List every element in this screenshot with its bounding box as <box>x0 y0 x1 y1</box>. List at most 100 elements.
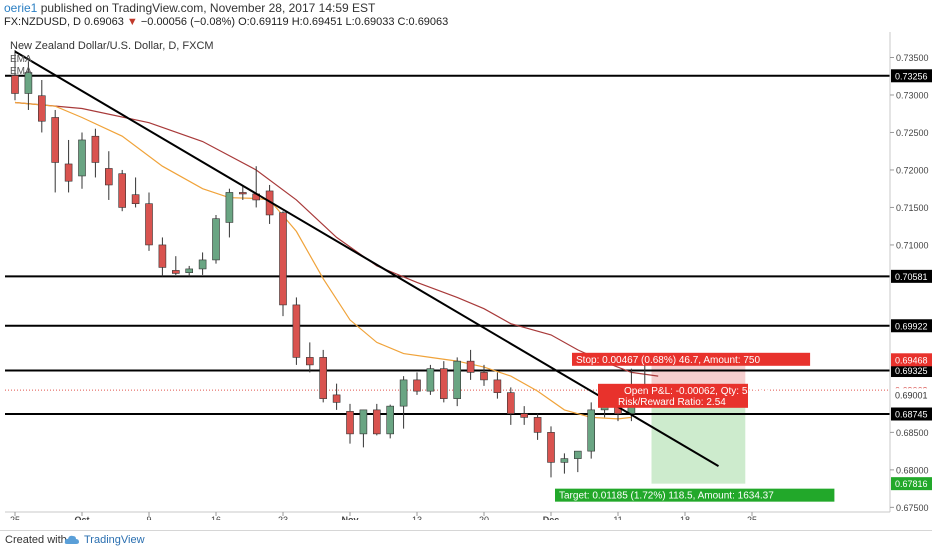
ohlc-values: O:0.69119 H:0.69451 L:0.69033 C:0.69063 <box>238 16 449 28</box>
target-label-text: Target: 0.01185 (1.72%) 118.5, Amount: 1… <box>559 491 774 502</box>
publish-info: oerie1 published on TradingView.com, Nov… <box>4 1 375 15</box>
y-tick-label: 0.68500 <box>896 428 929 438</box>
x-tick-label: 16 <box>211 515 221 520</box>
candle-body <box>560 458 569 463</box>
x-tick-label: Dec <box>543 515 560 520</box>
candle-body <box>172 270 180 274</box>
candle <box>239 184 247 200</box>
price-chart[interactable]: Stop: 0.00467 (0.68%) 46.7, Amount: 750 T… <box>0 32 932 520</box>
candle <box>493 372 502 399</box>
y-tick-label: 0.72500 <box>896 128 929 138</box>
candle <box>198 252 207 275</box>
author-link[interactable]: oerie1 <box>4 1 38 15</box>
legend-ema-slow: EMA <box>10 66 32 77</box>
candle-body <box>573 450 582 459</box>
x-tick-label: 20 <box>479 515 489 520</box>
x-tick-label: 18 <box>680 515 690 520</box>
candle <box>131 177 140 208</box>
candle-body <box>587 409 596 452</box>
candle <box>413 372 421 395</box>
candle-body <box>105 168 113 186</box>
candle <box>386 404 395 439</box>
candle <box>560 453 569 474</box>
level-price-tag-text: 0.69325 <box>895 366 928 376</box>
candle <box>105 151 113 200</box>
candle <box>399 376 408 429</box>
candle-body <box>520 413 529 418</box>
y-tick-label: 0.73000 <box>896 90 929 100</box>
chart-legend: New Zealand Dollar/U.S. Dollar, D, FXCM … <box>10 40 214 77</box>
candle-body <box>239 192 247 195</box>
candle-body <box>91 135 100 163</box>
candle-body <box>547 432 555 463</box>
candle <box>372 403 381 436</box>
candle-body <box>158 244 167 268</box>
level-price-tag <box>891 407 932 421</box>
x-tick-label: 13 <box>412 515 422 520</box>
footer: Created with TradingView <box>0 530 932 551</box>
level-price-tag <box>891 69 932 83</box>
stop-label: Stop: 0.00467 (0.68%) 46.7, Amount: 750 <box>572 352 811 366</box>
candle <box>24 61 33 110</box>
candle-body <box>332 394 341 403</box>
candle-body <box>64 163 73 182</box>
candle <box>172 256 180 275</box>
x-tick-label: Oct <box>74 515 89 520</box>
candle-body <box>24 72 33 94</box>
candle-body <box>11 75 19 94</box>
candle <box>212 214 220 264</box>
stop-label-text: Stop: 0.00467 (0.68%) 46.7, Amount: 750 <box>576 355 760 366</box>
pnl-box: Open P&L: -0.00062, Qty: 53533Risk/Rewar… <box>598 383 770 408</box>
y-tick-label: 0.71000 <box>896 240 929 250</box>
candle <box>533 413 542 440</box>
candle-body <box>319 357 328 399</box>
candle-body <box>426 368 435 392</box>
price-marker-text: 0.69001 <box>895 390 928 400</box>
candle <box>145 192 153 251</box>
y-tick-label: 0.68000 <box>896 465 929 475</box>
cloud-logo-icon <box>64 535 79 544</box>
legend-ema-fast: EMA <box>10 54 32 65</box>
candle-body <box>185 268 193 273</box>
y-tick-label: 0.72000 <box>896 165 929 175</box>
candle-body <box>118 173 126 208</box>
target-label: Target: 0.01185 (1.72%) 118.5, Amount: 1… <box>555 488 835 502</box>
y-tick-label: 0.71500 <box>896 203 929 213</box>
candle <box>426 364 435 395</box>
tradingview-brand-link[interactable]: TradingView <box>84 534 145 546</box>
candle-body <box>37 95 46 122</box>
pnl-text: Open P&L: -0.00062, Qty: 53533 <box>624 386 770 397</box>
level-price-tag <box>891 319 932 333</box>
candle <box>158 237 167 277</box>
rr-text: Risk/Reward Ratio: 2.54 <box>618 397 726 408</box>
price-marker-tag <box>891 477 932 491</box>
ema-slow-line <box>14 101 659 377</box>
candle <box>118 169 126 212</box>
x-tick-label: 25 <box>747 515 757 520</box>
candle <box>506 387 515 425</box>
price-marker-text: 0.69468 <box>895 355 928 365</box>
candle-body <box>51 117 60 163</box>
symbol-info: FX:NZDUSD, D 0.69063 ▼ −0.00056 (−0.08%)… <box>4 16 448 28</box>
x-tick-label: Nov <box>341 515 358 520</box>
candle-body <box>359 409 368 435</box>
symbol-label: FX:NZDUSD, D <box>4 16 81 28</box>
candle-body <box>346 411 354 435</box>
candle-body <box>131 194 140 204</box>
published-text: published on TradingView.com, November 2… <box>40 1 376 15</box>
candle-body <box>493 379 502 393</box>
candle-body <box>399 379 408 407</box>
candle <box>359 409 368 448</box>
candle-body <box>533 417 542 433</box>
created-with-text: Created with <box>5 534 67 546</box>
candle-body <box>305 357 314 366</box>
candle-body <box>198 259 207 270</box>
candle-body <box>386 405 395 435</box>
candle-body <box>480 372 488 381</box>
legend-title: New Zealand Dollar/U.S. Dollar, D, FXCM <box>10 40 214 52</box>
level-price-tag-text: 0.68745 <box>895 410 928 420</box>
last-price: 0.69063 <box>84 16 124 28</box>
price-marker-text: 0.67816 <box>895 479 928 489</box>
candle-body <box>279 212 287 306</box>
ema-fast-line <box>14 101 632 420</box>
